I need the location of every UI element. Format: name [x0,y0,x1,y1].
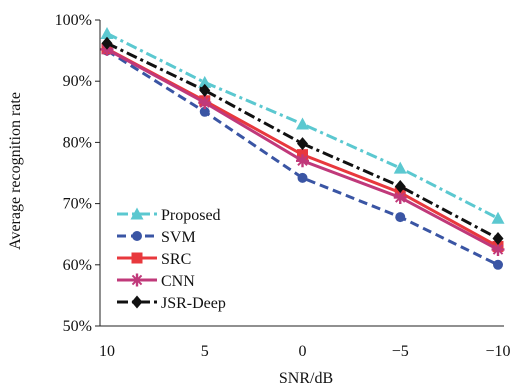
legend-marker [131,295,143,309]
data-point-proposed [100,26,114,39]
data-point-proposed [296,117,309,130]
data-point-cnn [198,96,212,110]
y-tick-label: 50% [63,318,92,335]
series-proposed [100,26,505,224]
data-point-svm [493,259,503,270]
data-point-proposed [491,211,505,224]
legend-item-src: SRC [117,251,191,268]
data-point-cnn [491,243,505,256]
series-line-svm [106,49,499,267]
data-point-jsr-deep [101,36,113,50]
legend-item-cnn: CNN [117,273,195,290]
legend-marker [130,207,144,220]
y-tick-label: 100% [55,12,92,29]
y-tick-label: 80% [63,134,92,151]
data-point-svm [199,106,210,117]
y-tick-label: 60% [63,257,92,274]
data-point-jsr-deep [492,231,504,245]
x-axis-label: SNR/dB [279,370,333,387]
y-tick-label: 90% [63,73,92,90]
y-axis-label: Average recognition rate [7,92,24,250]
data-point-svm [297,172,308,183]
data-point-cnn [393,190,407,204]
data-point-cnn [296,154,309,168]
legend: Proposed SVM SRC CNN JSR-Deep [117,207,226,312]
data-point-jsr-deep [394,179,406,193]
series-line-jsr-deep [106,41,499,240]
axes: 50% 60% 70% 80% 90% 100% 10 5 0 −5 −10 [55,12,511,360]
legend-marker [131,252,143,264]
x-tick-label: −5 [392,343,409,360]
legend-marker [132,231,142,241]
legend-label: JSR-Deep [161,295,226,312]
x-tick-label: −10 [485,343,510,360]
x-tick-label: 0 [299,343,307,360]
data-point-proposed [198,75,212,88]
legend-label: Proposed [161,207,221,224]
legend-label: SRC [161,251,191,268]
y-tick-label: 70% [63,196,92,213]
series-layer [100,26,505,270]
x-tick-label: 5 [201,343,209,360]
legend-label: SVM [161,229,196,246]
data-point-jsr-deep [297,137,308,151]
legend-item-svm: SVM [117,229,196,246]
legend-label: CNN [161,273,195,290]
data-point-proposed [393,161,407,174]
data-point-jsr-deep [199,83,211,97]
series-jsr-deep [101,36,504,245]
data-point-svm [395,212,406,223]
legend-item-jsr-deep: JSR-Deep [117,295,226,312]
legend-marker [130,273,144,287]
legend-item-proposed: Proposed [117,207,221,224]
x-tick-label: 10 [99,343,115,360]
